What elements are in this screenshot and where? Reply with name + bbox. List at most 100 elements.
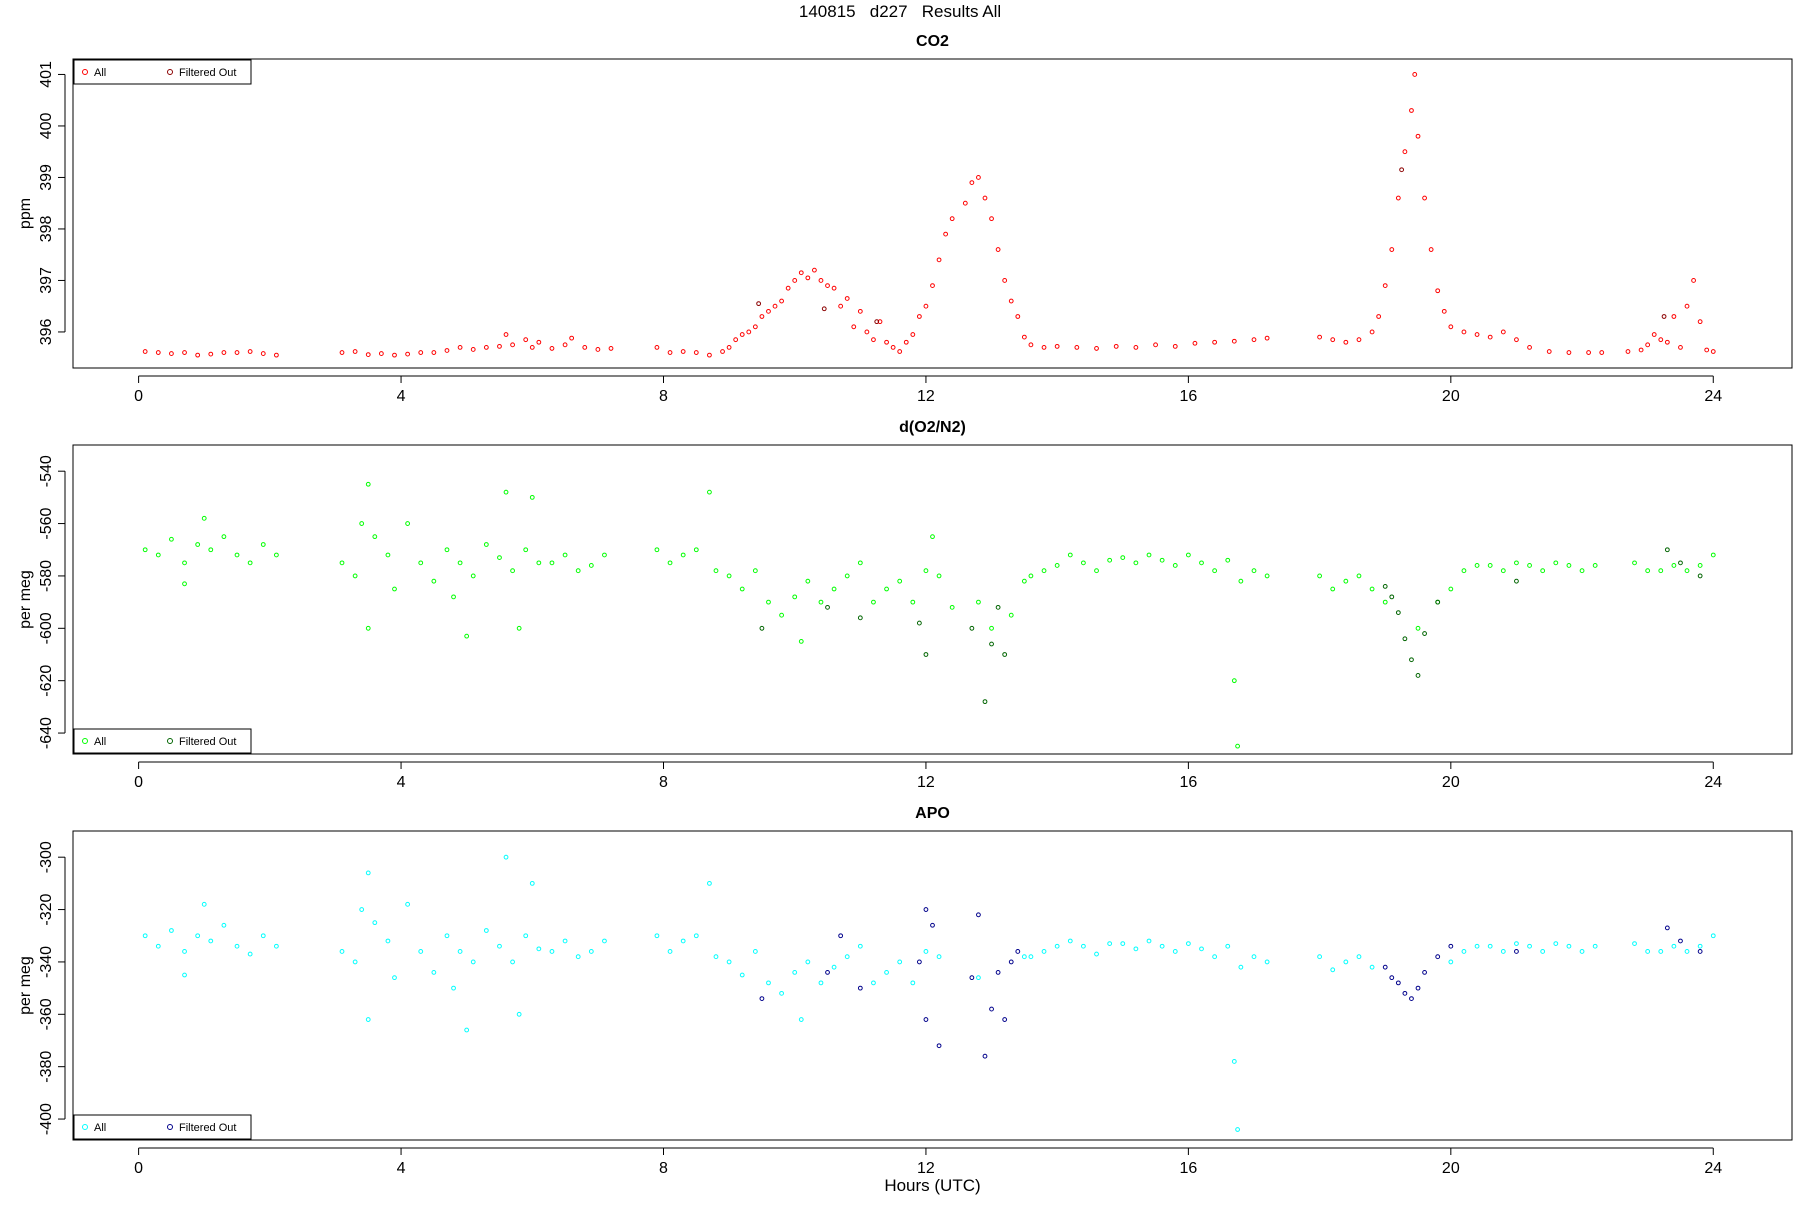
apo-point-filtered bbox=[976, 912, 981, 918]
apo-point-filtered bbox=[1514, 949, 1519, 954]
o2n2-point-all bbox=[1448, 586, 1454, 592]
co2-point-all bbox=[1710, 349, 1716, 354]
co2-point-all bbox=[536, 339, 542, 345]
o2n2-point-all bbox=[208, 547, 214, 553]
co2-point-all bbox=[352, 349, 358, 354]
o2n2-point-all bbox=[805, 578, 811, 584]
co2-point-all bbox=[897, 349, 903, 354]
co2-point-all bbox=[431, 350, 437, 355]
co2-point-all bbox=[1441, 308, 1447, 314]
co2-point-filtered bbox=[756, 301, 762, 307]
co2-point-all bbox=[936, 257, 942, 263]
apo-point-all bbox=[470, 959, 476, 965]
apo-point-all bbox=[1185, 941, 1191, 947]
apo-point-all bbox=[234, 943, 240, 949]
co2-point-all bbox=[405, 351, 411, 357]
o2n2-point-filtered bbox=[1382, 584, 1388, 589]
co2-point-all bbox=[1422, 195, 1427, 201]
o2n2-point-filtered bbox=[989, 641, 994, 647]
o2n2-point-filtered bbox=[857, 615, 863, 621]
apo-point-all bbox=[1671, 943, 1677, 949]
apo-y-tick-label: -360 bbox=[38, 998, 55, 1030]
apo-point-all bbox=[201, 901, 207, 907]
co2-point-filtered bbox=[1661, 314, 1667, 319]
apo-point-all bbox=[1199, 946, 1204, 952]
co2-point-all bbox=[1133, 345, 1139, 350]
o2n2-point-all bbox=[1199, 560, 1204, 566]
apo-point-all bbox=[451, 985, 456, 991]
co2-point-filtered bbox=[874, 319, 880, 325]
co2-legend-all-label: All bbox=[94, 67, 106, 79]
o2n2-point-filtered bbox=[1422, 631, 1427, 636]
o2n2-point-all bbox=[1382, 599, 1388, 605]
apo-point-all bbox=[444, 933, 450, 939]
o2n2-point-all bbox=[766, 599, 771, 605]
apo-legend-filtered-label: Filtered Out bbox=[179, 1122, 236, 1134]
o2n2-point-all bbox=[1021, 578, 1027, 584]
o2n2-legend bbox=[73, 728, 252, 754]
page-title: 140815 d227 Results All bbox=[798, 2, 1002, 21]
apo-point-all bbox=[1317, 954, 1323, 960]
apo-point-all bbox=[1553, 941, 1559, 947]
o2n2-legend-all-label: All bbox=[94, 736, 106, 748]
o2n2-point-all bbox=[182, 560, 187, 566]
co2-point-all bbox=[1317, 334, 1323, 340]
o2n2-point-all bbox=[1159, 557, 1165, 563]
co2-point-all bbox=[851, 324, 857, 330]
o2n2-point-filtered bbox=[1514, 578, 1519, 584]
apo-x-tick-label: 24 bbox=[1704, 1160, 1722, 1177]
co2-point-all bbox=[752, 324, 758, 330]
apo-point-all bbox=[1697, 943, 1703, 949]
apo-point-all bbox=[1021, 954, 1027, 960]
o2n2-point-all bbox=[989, 625, 994, 631]
co2-point-all bbox=[943, 231, 949, 237]
co2-x-tick-label: 24 bbox=[1704, 388, 1722, 405]
o2n2-point-filtered bbox=[825, 604, 830, 610]
co2-point-all bbox=[969, 180, 975, 186]
o2n2-point-all bbox=[372, 534, 378, 540]
apo-y-tick-label: -300 bbox=[38, 841, 55, 873]
co2-point-all bbox=[234, 350, 240, 355]
co2-point-all bbox=[812, 267, 817, 273]
co2-point-all bbox=[595, 347, 601, 352]
co2-point-all bbox=[930, 283, 935, 289]
co2-point-all bbox=[1645, 342, 1651, 348]
co2-point-all bbox=[890, 345, 896, 350]
o2n2-point-all bbox=[483, 542, 489, 547]
apo-point-all bbox=[1067, 938, 1073, 944]
o2n2-point-all bbox=[667, 560, 673, 566]
co2-point-all bbox=[1684, 303, 1690, 309]
apo-point-all bbox=[142, 933, 148, 939]
apo-chart: APO 0 4 8 12 16 20 24 -300 -320 -340 -360 -380 -400 pe… bbox=[17, 805, 1793, 1195]
apo-point-all bbox=[1514, 941, 1519, 947]
co2-point-all bbox=[365, 352, 371, 358]
apo-point-all bbox=[1235, 1127, 1240, 1132]
apo-point-filtered bbox=[982, 1053, 988, 1059]
co2-point-all bbox=[1369, 329, 1375, 335]
apo-y-axis-label: per meg bbox=[17, 956, 34, 1015]
o2n2-point-all bbox=[588, 563, 594, 568]
apo-point-all bbox=[431, 970, 437, 975]
apo-point-filtered bbox=[995, 970, 1001, 975]
o2n2-point-filtered bbox=[1389, 594, 1395, 600]
apo-point-all bbox=[976, 975, 981, 981]
o2n2-point-all bbox=[523, 547, 529, 553]
o2n2-point-filtered bbox=[759, 625, 765, 631]
apo-x-tick-label: 16 bbox=[1179, 1160, 1197, 1177]
co2-point-all bbox=[962, 200, 968, 206]
apo-point-all bbox=[405, 901, 411, 907]
apo-title: APO bbox=[915, 805, 950, 822]
apo-point-all bbox=[195, 933, 201, 939]
co2-point-all bbox=[1008, 298, 1014, 304]
apo-point-all bbox=[247, 951, 253, 957]
apo-point-all bbox=[923, 949, 929, 954]
co2-point-all bbox=[169, 351, 174, 356]
o2n2-point-all bbox=[910, 599, 916, 605]
o2n2-point-all bbox=[1251, 568, 1257, 574]
o2n2-point-all bbox=[1054, 563, 1060, 568]
o2n2-point-filtered bbox=[923, 652, 929, 657]
apo-point-all bbox=[260, 933, 266, 939]
apo-point-all bbox=[1487, 943, 1493, 949]
o2n2-point-all bbox=[1330, 586, 1336, 592]
apo-point-all bbox=[510, 959, 515, 965]
